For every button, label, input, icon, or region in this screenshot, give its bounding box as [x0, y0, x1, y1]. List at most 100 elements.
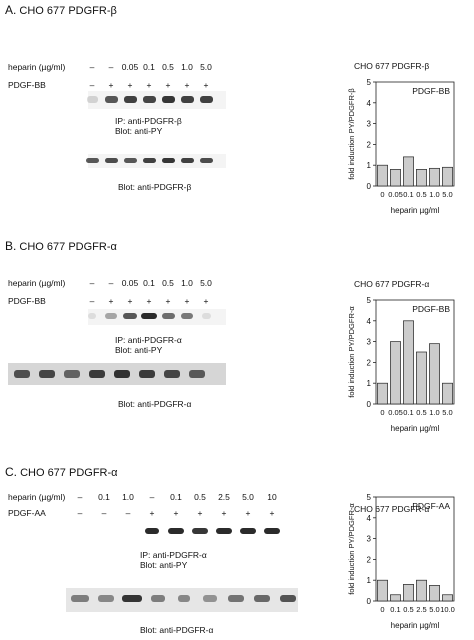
bar	[403, 584, 414, 602]
bar	[390, 169, 401, 187]
blot-band	[168, 528, 184, 534]
y-tick-label: 1	[367, 576, 372, 585]
blot-band	[89, 370, 105, 378]
x-tick-label: 1.0	[429, 190, 439, 199]
inset-label: PDGF-BB	[412, 86, 450, 96]
ligand-row-label: PDGF-BB	[8, 296, 46, 306]
lane-value: +	[108, 80, 114, 90]
y-tick-label: 4	[367, 99, 372, 108]
lane-value: –	[89, 62, 95, 72]
lane-value: +	[184, 296, 190, 306]
blot-band	[254, 595, 270, 602]
bar	[377, 579, 388, 602]
bar	[390, 341, 401, 405]
blot-band	[228, 595, 244, 602]
lane-value: –	[108, 278, 114, 288]
receptor-name: PDGFR-α	[68, 241, 117, 253]
blot-band	[151, 595, 165, 602]
plot-frame	[375, 496, 455, 602]
panel-letter: A.	[5, 3, 17, 17]
lane-value: –	[149, 492, 155, 502]
heparin-row-label: heparin (µg/ml)	[8, 492, 66, 502]
bar	[442, 166, 453, 187]
lane-value: –	[101, 508, 107, 518]
y-tick-label: 1	[367, 379, 372, 388]
lane-value: –	[77, 492, 83, 502]
x-tick-label: 5.0	[442, 190, 452, 199]
bar	[429, 167, 440, 187]
blot-band	[201, 313, 211, 319]
lane-value: –	[89, 278, 95, 288]
chart-b-title: CHO 677 PDGFR-α	[354, 279, 430, 289]
lane-value: +	[165, 296, 171, 306]
lane-value: +	[165, 80, 171, 90]
blot-band	[203, 595, 217, 602]
blot-band	[39, 370, 55, 378]
x-tick-label: 2.5	[416, 605, 426, 614]
x-tick-label: 0	[380, 408, 384, 417]
bar	[403, 156, 414, 187]
lane-value: –	[125, 508, 131, 518]
lane-value: 10	[267, 492, 277, 502]
bar	[416, 351, 427, 405]
blot-band	[180, 96, 194, 103]
bar	[377, 164, 388, 187]
y-tick-label: 2	[367, 358, 372, 367]
lane-value: 0.5	[194, 492, 206, 502]
blot-band	[104, 158, 118, 163]
x-tick-label: 0.1	[403, 190, 413, 199]
receptor-blot-image	[88, 154, 226, 168]
bar	[442, 594, 453, 602]
plot-frame	[375, 81, 455, 187]
x-tick-label: 0.1	[390, 605, 400, 614]
cell-line: CHO 677	[19, 5, 66, 17]
lane-value: 1.0	[181, 278, 193, 288]
lane-value: +	[146, 296, 152, 306]
blot-band	[199, 96, 213, 103]
y-tick-label: 0	[367, 182, 372, 191]
lane-value: +	[127, 296, 133, 306]
blot-band	[142, 96, 156, 103]
blot-band	[164, 370, 180, 378]
lane-value: 5.0	[200, 62, 212, 72]
y-tick-label: 0	[367, 597, 372, 606]
blot-band	[161, 158, 175, 163]
blot-band	[123, 96, 137, 103]
lane-value: +	[173, 508, 179, 518]
blot-band	[139, 370, 155, 378]
blot-band	[180, 158, 194, 163]
blot-label: Blot: anti-PY	[115, 345, 163, 355]
y-tick-label: 0	[367, 400, 372, 409]
blot-band	[161, 313, 175, 319]
x-tick-label: 0.1	[403, 408, 413, 417]
bar	[416, 579, 427, 602]
heparin-row-label: heparin (µg/ml)	[8, 62, 66, 72]
blot-band	[88, 313, 96, 319]
lane-value: +	[197, 508, 203, 518]
ip-label: IP: anti-PDGFR-β	[115, 116, 182, 126]
cell-line: CHO 677	[20, 467, 66, 479]
x-tick-label: 0.05	[388, 190, 403, 199]
lane-value: 2.5	[218, 492, 230, 502]
lane-value: –	[89, 296, 95, 306]
blot-band	[199, 158, 213, 163]
blot-band	[192, 528, 208, 534]
y-tick-label: 5	[367, 296, 372, 305]
heparin-row-label: heparin (µg/ml)	[8, 278, 66, 288]
receptor-blot-label: Blot: anti-PDGFR-α	[140, 625, 214, 635]
bar	[390, 594, 401, 602]
y-tick-label: 3	[367, 535, 372, 544]
lane-value: –	[108, 62, 114, 72]
lane-value: +	[184, 80, 190, 90]
x-tick-label: 10.0	[440, 605, 455, 614]
blot-band	[71, 595, 89, 602]
blot-band	[98, 595, 114, 602]
lane-value: +	[127, 80, 133, 90]
bar	[403, 320, 414, 405]
lane-value: +	[245, 508, 251, 518]
blot-band	[178, 595, 190, 602]
blot-band	[161, 96, 175, 103]
lane-value: 1.0	[122, 492, 134, 502]
blot-band	[280, 595, 296, 602]
